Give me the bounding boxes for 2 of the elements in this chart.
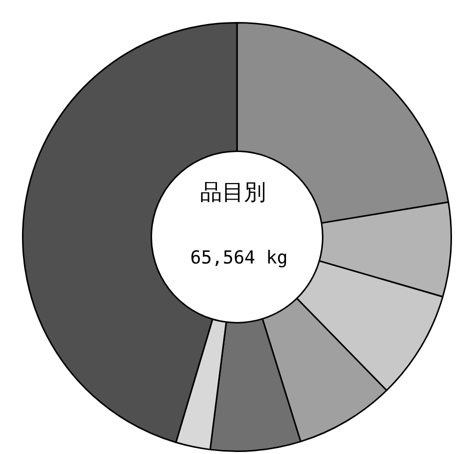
text: 65,564 kg xyxy=(190,248,288,269)
text: 品目別 xyxy=(200,180,266,206)
